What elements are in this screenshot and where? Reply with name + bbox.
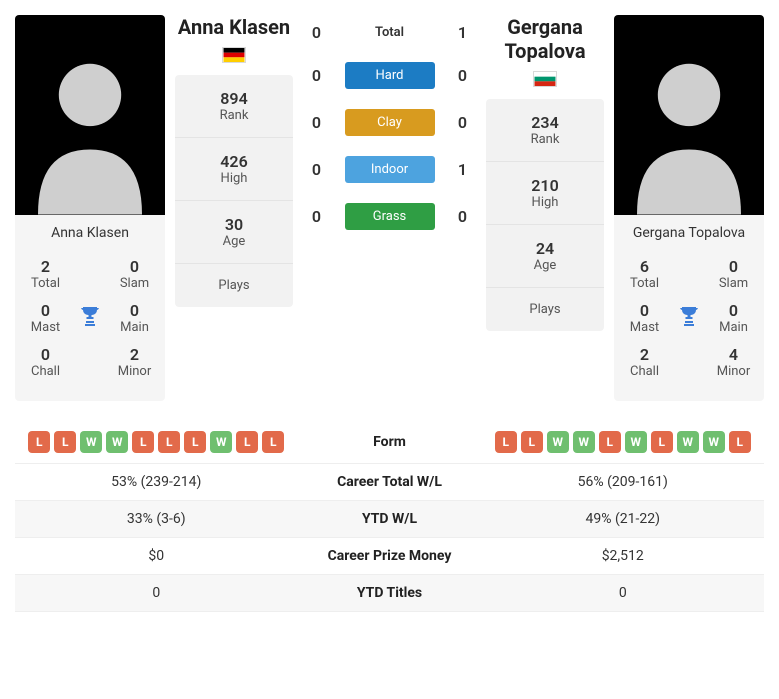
comparison-p2-value: 49% (21-22) (490, 511, 757, 527)
h2h-p1-score: 0 (307, 66, 327, 85)
player2-stats: 234Rank 210High 24Age Plays (486, 99, 604, 331)
avatar-silhouette-icon (624, 45, 754, 215)
comparison-row-label: Career Total W/L (290, 474, 490, 490)
player1-form: LLWWLLLWLL (23, 431, 290, 453)
form-result: L (599, 431, 621, 453)
form-result: L (28, 431, 50, 453)
form-result: W (677, 431, 699, 453)
form-result: W (625, 431, 647, 453)
h2h-p2-score: 0 (453, 113, 473, 132)
comparison-row: 53% (239-214)Career Total W/L56% (209-16… (15, 464, 764, 501)
comparison-p1-value: 33% (3-6) (23, 511, 290, 527)
comparison-table: LLWWLLLWLL Form LLWWLWLWWL 53% (239-214)… (15, 421, 764, 612)
top-section: Anna Klasen 2Total 0Slam 0Mast 0Main 0Ch… (15, 15, 764, 401)
player2-form: LLWWLWLWWL (490, 431, 757, 453)
h2h-surface-row: 0 Indoor 1 (307, 156, 473, 183)
h2h-p1-score: 0 (307, 113, 327, 132)
comparison-row-label: Career Prize Money (290, 548, 490, 564)
form-result: L (236, 431, 258, 453)
form-result: L (495, 431, 517, 453)
form-result: W (106, 431, 128, 453)
surface-pill[interactable]: Hard (345, 62, 435, 89)
form-result: L (262, 431, 284, 453)
player2-photo (614, 15, 764, 215)
surface-pill[interactable]: Clay (345, 109, 435, 136)
form-result: L (521, 431, 543, 453)
comparison-p1-value: 53% (239-214) (23, 474, 290, 490)
player2-name-block: Gergana Topalova (486, 15, 604, 87)
form-result: L (184, 431, 206, 453)
h2h-p1-score: 0 (307, 160, 327, 179)
player2-card: Gergana Topalova 6Total 0Slam 0Mast 0Mai… (614, 15, 764, 401)
form-result: W (703, 431, 725, 453)
h2h-center: 0 Total 1 0 Hard 0 0 Clay 0 0 Indoor 1 0 Grass 0 (303, 15, 476, 401)
h2h-p1-score: 0 (307, 207, 327, 226)
player2-name: Gergana Topalova (486, 15, 604, 63)
h2h-surface-row: 0 Hard 0 (307, 62, 473, 89)
trophy-icon (76, 304, 104, 332)
form-result: L (651, 431, 673, 453)
h2h-surface-row: 0 Grass 0 (307, 203, 473, 230)
comparison-p2-value: $2,512 (490, 548, 757, 564)
form-result: L (132, 431, 154, 453)
comparison-row: 0YTD Titles0 (15, 575, 764, 612)
comparison-row-label: YTD W/L (290, 511, 490, 527)
form-result: W (80, 431, 102, 453)
form-label: Form (290, 434, 490, 450)
surface-pill[interactable]: Indoor (345, 156, 435, 183)
trophy-icon (675, 304, 703, 332)
h2h-p2-score: 0 (453, 207, 473, 226)
player1-card: Anna Klasen 2Total 0Slam 0Mast 0Main 0Ch… (15, 15, 165, 401)
form-result: L (729, 431, 751, 453)
h2h-total-row: 0 Total 1 (303, 23, 476, 42)
form-result: W (210, 431, 232, 453)
h2h-p2-score: 0 (453, 66, 473, 85)
comparison-row-label: YTD Titles (290, 585, 490, 601)
h2h-total-label: Total (345, 25, 435, 40)
comparison-form-row: LLWWLLLWLL Form LLWWLWLWWL (15, 421, 764, 464)
comparison-p2-value: 56% (209-161) (490, 474, 757, 490)
player1-stats: 894Rank 426High 30Age Plays (175, 75, 293, 307)
surface-pill[interactable]: Grass (345, 203, 435, 230)
bulgaria-flag-icon (533, 71, 557, 87)
comparison-p1-value: 0 (23, 585, 290, 601)
comparison-p1-value: $0 (23, 548, 290, 564)
form-result: W (573, 431, 595, 453)
player1-photo (15, 15, 165, 215)
player2-card-name: Gergana Topalova (614, 215, 764, 251)
player2-mid-column: Gergana Topalova 234Rank 210High 24Age P… (486, 15, 604, 401)
comparison-row: 33% (3-6)YTD W/L49% (21-22) (15, 501, 764, 538)
h2h-p2-score: 1 (453, 160, 473, 179)
h2h-surface-row: 0 Clay 0 (307, 109, 473, 136)
germany-flag-icon (222, 47, 246, 63)
form-result: W (547, 431, 569, 453)
comparison-row: $0Career Prize Money$2,512 (15, 538, 764, 575)
avatar-silhouette-icon (25, 45, 155, 215)
player1-name: Anna Klasen (175, 15, 293, 39)
player1-name-block: Anna Klasen (175, 15, 293, 63)
form-result: L (158, 431, 180, 453)
player1-mid-column: Anna Klasen 894Rank 426High 30Age Plays (175, 15, 293, 401)
form-result: L (54, 431, 76, 453)
player1-card-name: Anna Klasen (15, 215, 165, 251)
player1-titles: 2Total 0Slam 0Mast 0Main 0Chall 2Minor (15, 251, 165, 401)
player2-titles: 6Total 0Slam 0Mast 0Main 2Chall 4Minor (614, 251, 764, 401)
comparison-p2-value: 0 (490, 585, 757, 601)
